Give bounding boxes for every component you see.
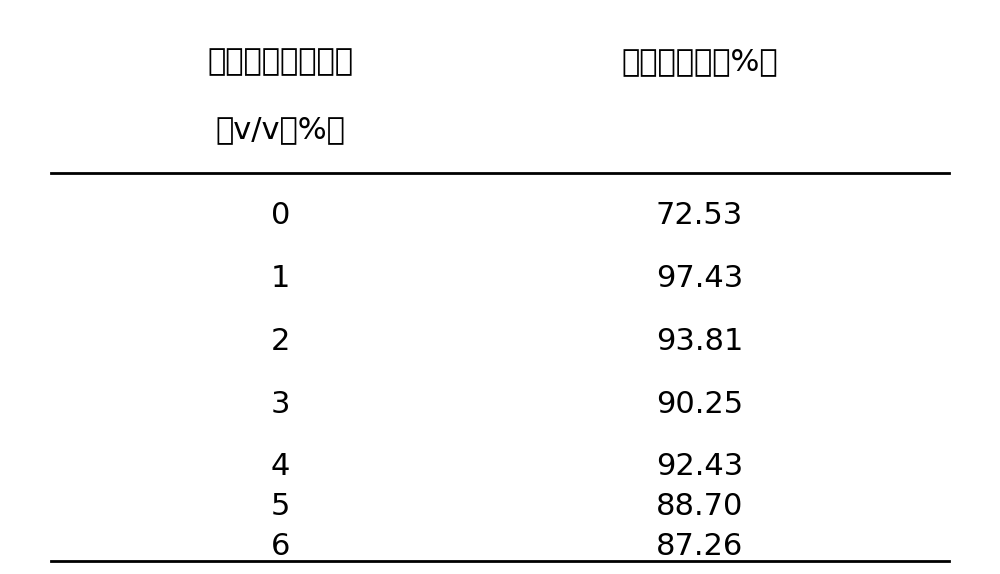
Text: 0: 0: [271, 201, 290, 230]
Text: 酶活回收率（%）: 酶活回收率（%）: [621, 47, 778, 76]
Text: 88.70: 88.70: [656, 492, 743, 521]
Text: 90.25: 90.25: [656, 390, 743, 418]
Text: 聚乙烯亚胺水溶液: 聚乙烯亚胺水溶液: [208, 47, 354, 76]
Text: 92.43: 92.43: [656, 452, 743, 482]
Text: 93.81: 93.81: [656, 327, 743, 356]
Text: 1: 1: [271, 264, 290, 293]
Text: 3: 3: [271, 390, 290, 418]
Text: 2: 2: [271, 327, 290, 356]
Text: 4: 4: [271, 452, 290, 482]
Text: 72.53: 72.53: [656, 201, 743, 230]
Text: 97.43: 97.43: [656, 264, 743, 293]
Text: 5: 5: [271, 492, 290, 521]
Text: 87.26: 87.26: [656, 533, 743, 561]
Text: （v/v，%）: （v/v，%）: [216, 115, 346, 145]
Text: 6: 6: [271, 533, 290, 561]
